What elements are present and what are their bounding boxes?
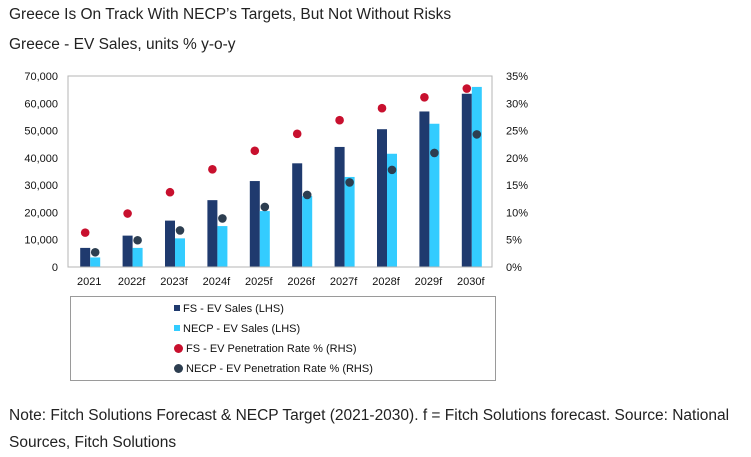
- left-axis-tick-label: 10,000: [24, 235, 58, 247]
- left-axis-tick-label: 40,000: [24, 153, 58, 165]
- bar-fs-ev-sales: [461, 93, 472, 267]
- plot-border: [67, 75, 493, 268]
- dot-fs-penetration-rate: [123, 209, 132, 218]
- x-axis-tick-label: 2030f: [457, 276, 485, 288]
- bar-necp-ev-sales: [132, 247, 143, 267]
- x-axis-tick-label: 2023f: [160, 276, 188, 288]
- dot-necp-penetration-rate: [90, 247, 100, 257]
- bar-necp-ev-sales: [90, 257, 101, 267]
- dot-necp-penetration-rate: [175, 226, 185, 235]
- x-axis-tick-label: 2025f: [245, 276, 273, 288]
- legend-swatch-fs-sales: [174, 305, 180, 312]
- x-axis-tick-label: 2029f: [415, 276, 443, 288]
- chart-plot: 0 10,000 20,000 30,000 40,000 50,000 60,000 70,…: [24, 71, 528, 288]
- left-axis-tick-label: 30,000: [24, 180, 58, 192]
- bar-fs-ev-sales: [419, 111, 430, 267]
- bar-necp-ev-sales: [344, 176, 355, 267]
- dot-fs-penetration-rate: [377, 103, 387, 113]
- right-axis-tick-label: 0%: [506, 262, 522, 274]
- bar-fs-ev-sales: [165, 220, 175, 267]
- legend-item-necp-rate: NECP - EV Penetration Rate % (RHS): [174, 361, 373, 377]
- dot-necp-penetration-rate: [218, 214, 227, 223]
- legend-label-fs-sales: FS - EV Sales (LHS): [183, 303, 284, 315]
- left-axis-tick-label: 20,000: [24, 207, 58, 219]
- right-axis-tick-label: 10%: [506, 207, 528, 219]
- bar-fs-ev-sales: [207, 200, 218, 267]
- chart-title: Greece Is On Track With NECP’s Targets, …: [9, 6, 452, 23]
- legend-item-necp-sales: NECP - EV Sales (LHS): [174, 321, 300, 337]
- legend-item-fs-sales: FS - EV Sales (LHS): [174, 301, 284, 317]
- bar-fs-ev-sales: [122, 235, 133, 267]
- right-axis-tick-label: 15%: [506, 180, 528, 192]
- bar-necp-ev-sales: [471, 86, 482, 268]
- bar-fs-ev-sales: [292, 163, 303, 267]
- bar-fs-ev-sales: [334, 146, 345, 267]
- right-axis-tick-label: 5%: [506, 235, 522, 247]
- chart-note: Note: Fitch Solutions Forecast & NECP Ta…: [9, 407, 730, 451]
- x-axis-tick-label: 2027f: [330, 276, 358, 288]
- bar-fs-ev-sales: [249, 181, 260, 267]
- legend-swatch-fs-rate: [174, 343, 183, 353]
- dot-necp-penetration-rate: [302, 190, 312, 200]
- dot-necp-penetration-rate: [260, 202, 270, 212]
- left-axis-tick-label: 0: [52, 262, 58, 274]
- dot-fs-penetration-rate: [462, 84, 472, 93]
- right-axis-tick-label: 35%: [506, 71, 528, 83]
- x-axis-tick-label: 2024f: [203, 276, 231, 288]
- legend-label-necp-rate: NECP - EV Penetration Rate % (RHS): [186, 363, 373, 375]
- bar-necp-ev-sales: [175, 238, 185, 267]
- dot-fs-penetration-rate: [208, 165, 217, 174]
- chart-subtitle: Greece - EV Sales, units % y-o-y: [9, 36, 236, 53]
- left-axis-tick-label: 50,000: [24, 126, 58, 138]
- left-axis-tick-label: 70,000: [24, 71, 58, 83]
- x-axis-tick-label: 2028f: [372, 276, 400, 288]
- right-axis-tick-label: 25%: [506, 126, 528, 138]
- x-axis-tick-label: 2026f: [287, 276, 315, 288]
- bar-fs-ev-sales: [80, 247, 91, 267]
- legend-swatch-necp-rate: [174, 363, 183, 373]
- dot-fs-penetration-rate: [292, 129, 302, 139]
- dot-necp-penetration-rate: [430, 148, 439, 158]
- chart-legend: FS - EV Sales (LHS) NECP - EV Sales (LHS…: [70, 296, 496, 381]
- dot-necp-penetration-rate: [133, 235, 142, 245]
- dot-fs-penetration-rate: [335, 115, 344, 125]
- bar-necp-ev-sales: [302, 196, 313, 267]
- bar-necp-ev-sales: [429, 123, 440, 267]
- dot-fs-penetration-rate: [250, 146, 260, 156]
- bar-necp-ev-sales: [387, 153, 397, 267]
- dot-fs-penetration-rate: [165, 187, 175, 197]
- left-axis-tick-label: 60,000: [24, 98, 58, 110]
- bar-fs-ev-sales: [377, 129, 387, 267]
- legend-label-necp-sales: NECP - EV Sales (LHS): [183, 323, 301, 335]
- bar-necp-ev-sales: [217, 226, 228, 267]
- dot-fs-penetration-rate: [80, 228, 90, 237]
- right-axis-tick-label: 20%: [506, 153, 528, 165]
- dot-necp-penetration-rate: [345, 178, 354, 187]
- right-axis-tick-label: 30%: [506, 98, 528, 110]
- x-axis-tick-label: 2022f: [118, 276, 146, 288]
- legend-item-fs-rate: FS - EV Penetration Rate % (RHS): [174, 341, 357, 357]
- dot-necp-penetration-rate: [387, 165, 397, 175]
- x-axis-tick-label: 2021: [77, 276, 101, 288]
- dot-necp-penetration-rate: [472, 130, 482, 139]
- legend-swatch-necp-sales: [174, 325, 180, 332]
- legend-label-fs-rate: FS - EV Penetration Rate % (RHS): [186, 343, 357, 355]
- dot-fs-penetration-rate: [420, 92, 429, 102]
- bar-necp-ev-sales: [259, 211, 270, 267]
